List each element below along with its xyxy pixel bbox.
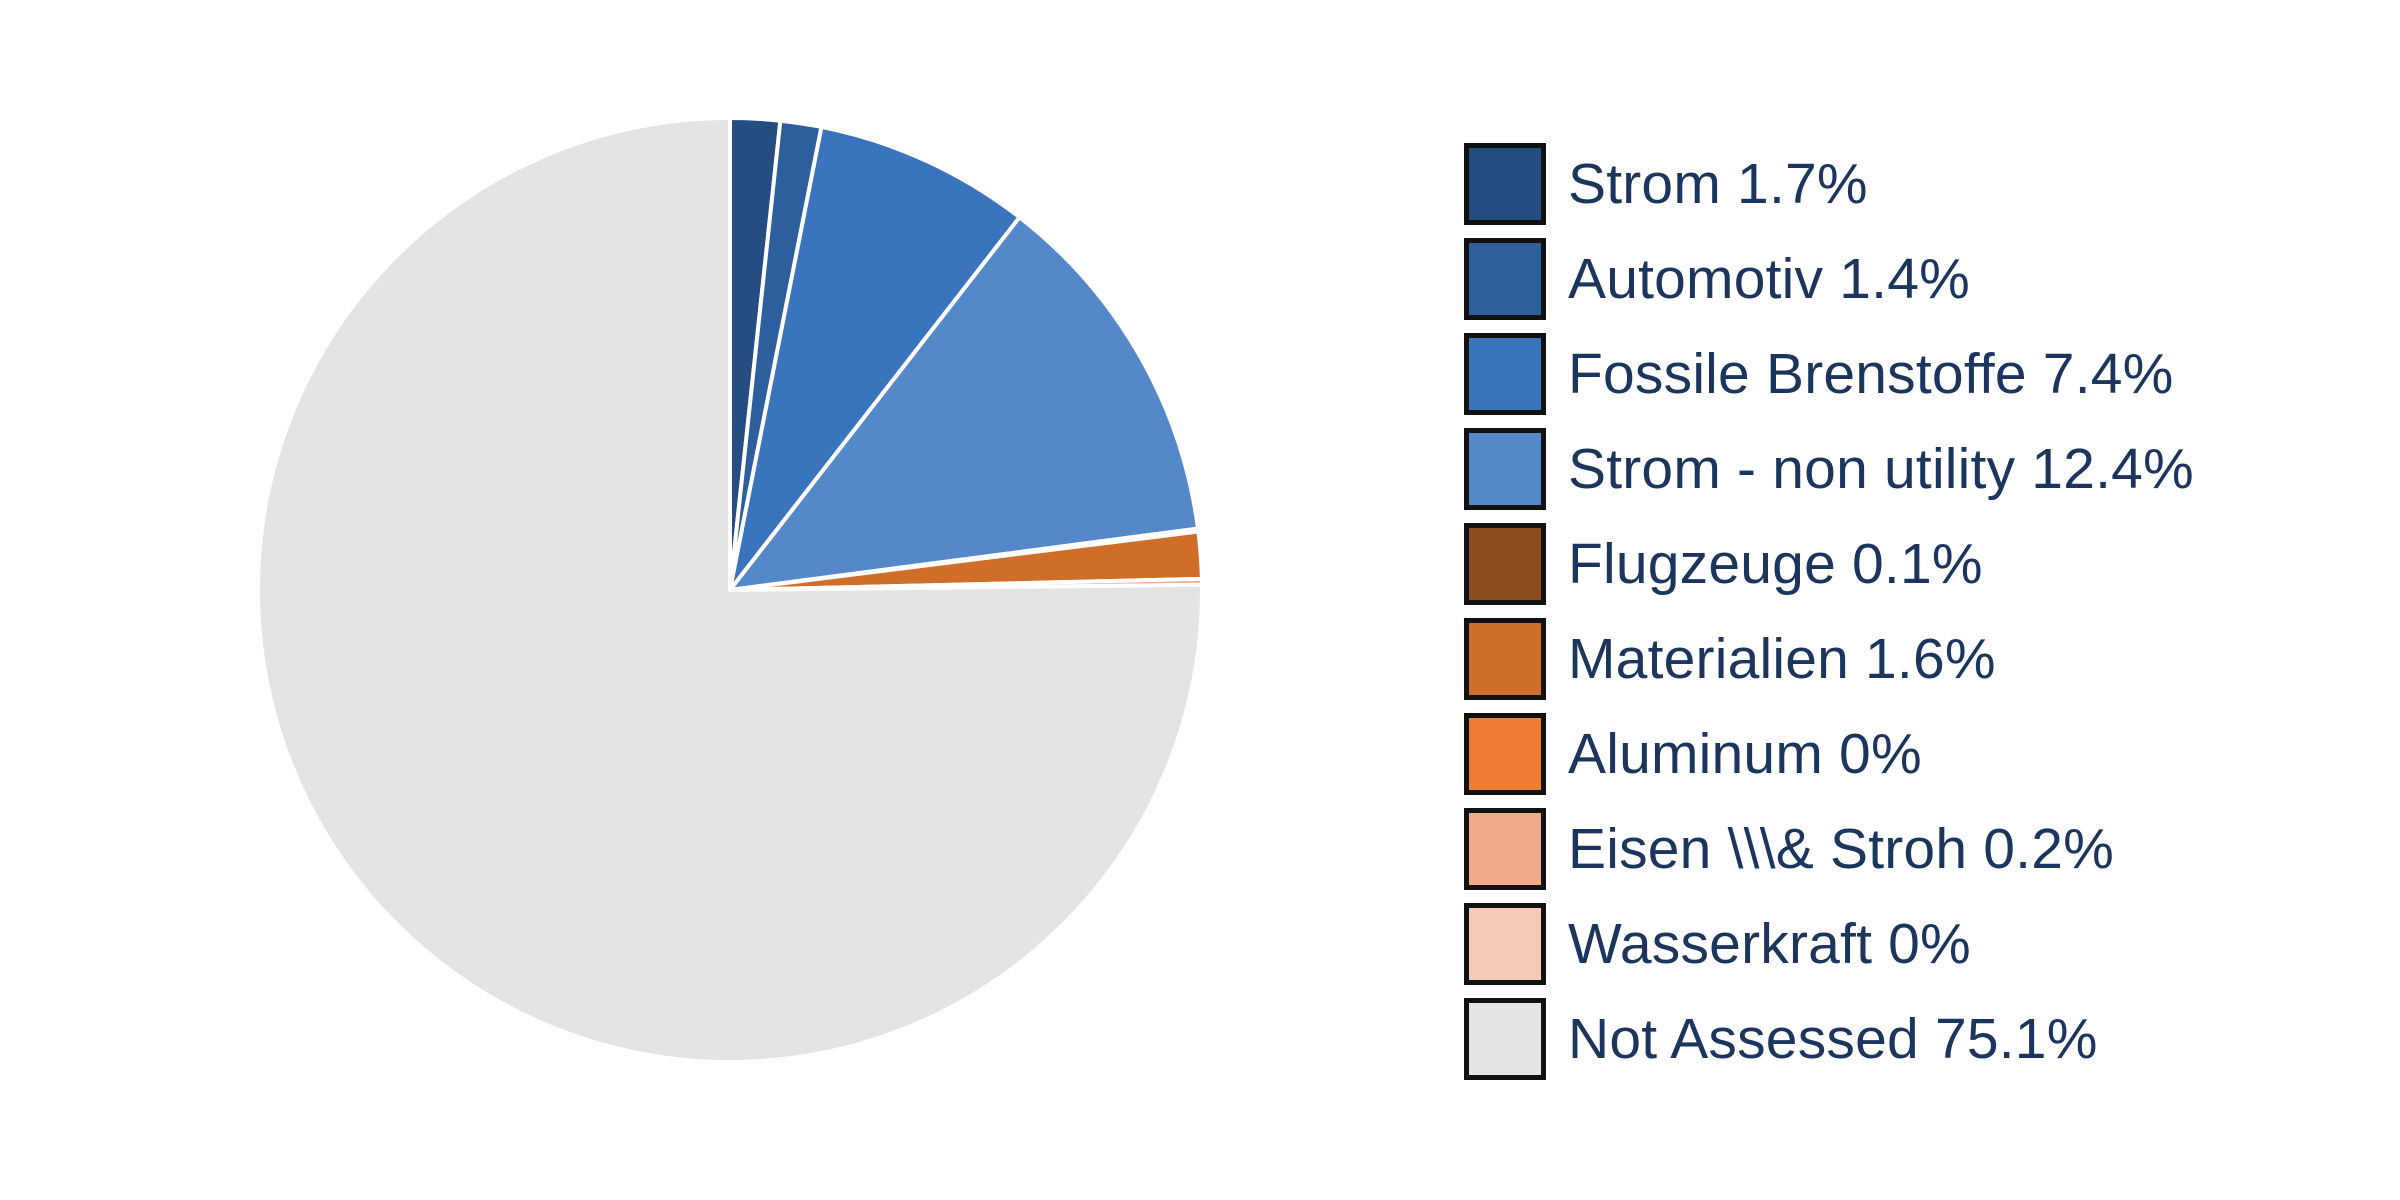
legend-item-fossile-brenstoffe: Fossile Brenstoffe 7.4% <box>1464 326 2364 421</box>
legend-label: Strom - non utility 12.4% <box>1568 436 2194 501</box>
pie-chart <box>256 116 1204 1064</box>
legend-label: Not Assessed 75.1% <box>1568 1006 2098 1071</box>
legend-item-strom: Strom 1.7% <box>1464 136 2364 231</box>
legend-item-aluminum: Aluminum 0% <box>1464 706 2364 801</box>
legend-swatch <box>1464 142 1546 225</box>
legend-label: Flugzeuge 0.1% <box>1568 531 1983 596</box>
legend-item-wasserkraft: Wasserkraft 0% <box>1464 896 2364 991</box>
legend-label: Strom 1.7% <box>1568 151 1868 216</box>
legend-item-materialien: Materialien 1.6% <box>1464 611 2364 706</box>
pie-slices <box>256 116 1204 1064</box>
legend-item-eisen-stroh: Eisen \\\& Stroh 0.2% <box>1464 801 2364 896</box>
legend-label: Automotiv 1.4% <box>1568 246 1970 311</box>
legend-item-flugzeuge: Flugzeuge 0.1% <box>1464 516 2364 611</box>
legend-swatch <box>1464 807 1546 890</box>
pie-slice-strom-non-utility <box>728 215 1200 592</box>
legend-label: Materialien 1.6% <box>1568 626 1996 691</box>
legend-label: Fossile Brenstoffe 7.4% <box>1568 341 2174 406</box>
legend-swatch <box>1464 902 1546 985</box>
legend-swatch <box>1464 997 1546 1080</box>
legend-label: Eisen \\\& Stroh 0.2% <box>1568 816 2114 881</box>
legend-item-not-assessed: Not Assessed 75.1% <box>1464 991 2364 1086</box>
legend-swatch <box>1464 522 1546 605</box>
legend-label: Wasserkraft 0% <box>1568 911 1971 976</box>
legend: Strom 1.7% Automotiv 1.4% Fossile Brenst… <box>1464 136 2364 1086</box>
legend-swatch <box>1464 237 1546 320</box>
legend-swatch <box>1464 332 1546 415</box>
legend-label: Aluminum 0% <box>1568 721 1922 786</box>
legend-swatch <box>1464 712 1546 795</box>
legend-item-automotiv: Automotiv 1.4% <box>1464 231 2364 326</box>
legend-item-strom-non-utility: Strom - non utility 12.4% <box>1464 421 2364 516</box>
pie-slice-fossile-brenstoffe <box>728 124 1022 592</box>
legend-swatch <box>1464 427 1546 510</box>
legend-swatch <box>1464 617 1546 700</box>
pie-slice-not-assessed <box>256 116 1204 1064</box>
